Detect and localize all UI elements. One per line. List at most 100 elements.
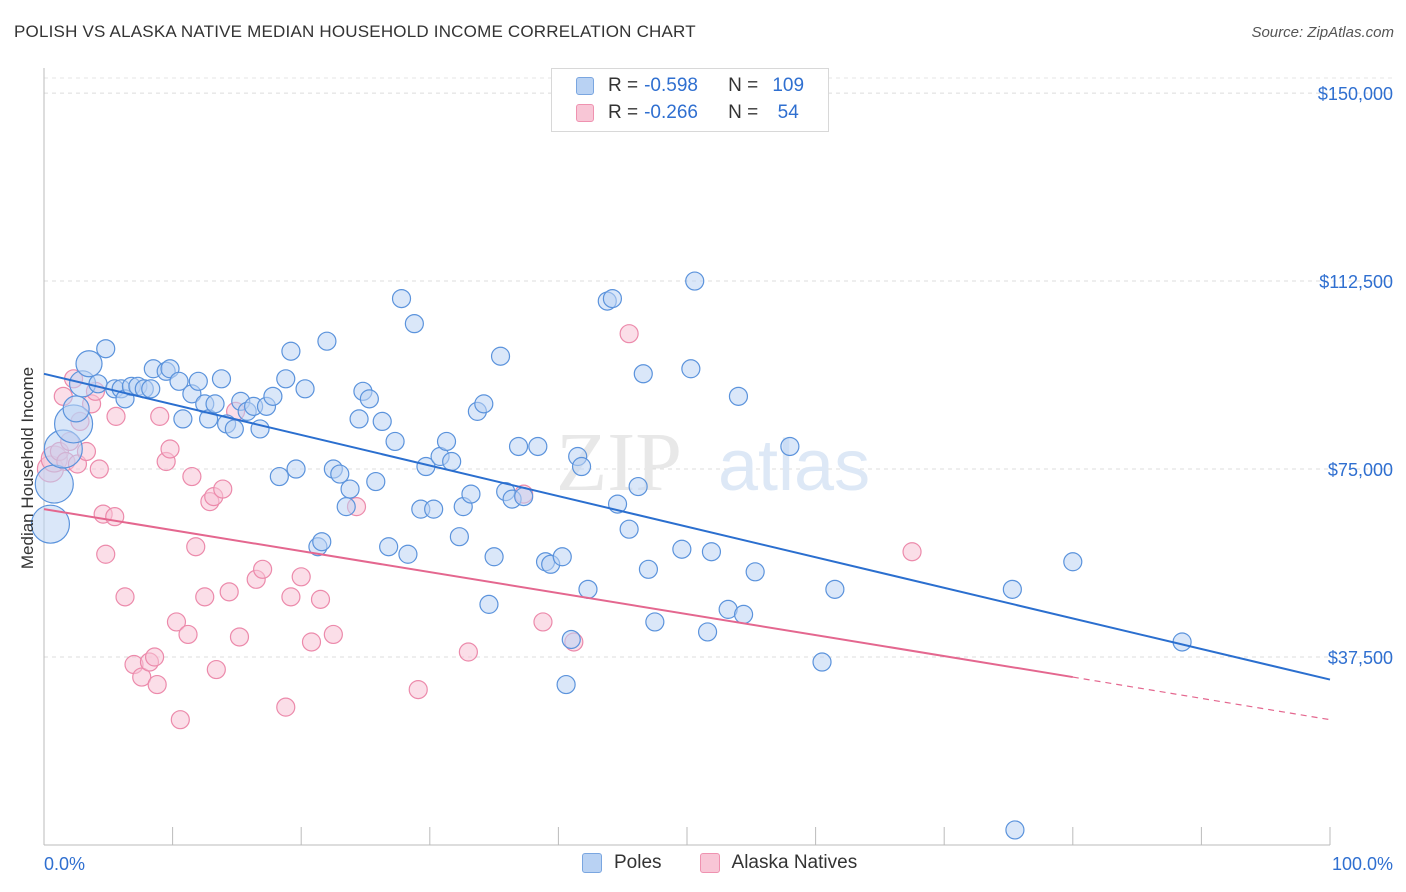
data-point [379,537,399,557]
data-point [166,612,187,632]
data-point [1005,820,1025,840]
data-point [229,627,250,647]
r-label: R = [608,75,639,96]
data-point [552,547,572,567]
data-point [349,409,369,429]
data-point [132,667,152,687]
series-alaska-natives [36,324,922,730]
data-point [310,589,331,609]
x-tick-label-min: 0.0% [44,854,85,874]
data-point [106,406,126,426]
data-point [685,271,705,291]
data-point [188,371,208,391]
data-point [317,331,337,351]
grid-lines [44,77,1395,658]
legend-item-alaska-natives[interactable]: Alaska Natives [699,852,857,874]
data-point [359,389,379,409]
data-point [250,419,270,439]
data-point [408,679,428,700]
data-point [301,632,322,652]
data-point [211,369,232,389]
r-value-poles: -0.598 [644,75,698,96]
x-tick-label-max: 100.0% [1332,854,1393,874]
data-point [340,479,360,499]
data-point [424,499,444,519]
y-tick-label: $75,000 [1328,460,1393,480]
n-label: N = [728,75,759,96]
data-point [291,567,311,587]
data-point [205,394,225,414]
data-point [619,324,639,344]
data-point [224,419,244,439]
alaska-natives-swatch [576,104,594,122]
alaska-natives-legend-swatch [699,853,720,873]
data-point [404,314,424,334]
data-point [88,374,108,394]
data-point [628,476,648,497]
data-point [30,504,71,544]
poles-swatch [576,77,594,95]
tick-labels: $37,500 $75,000 $112,500 $150,000 0.0% 100.0% [44,84,1393,874]
poles-trend-line [43,372,1331,681]
data-point [75,350,103,378]
data-point [269,466,289,487]
data-point [96,544,116,564]
data-point [169,371,189,391]
r-value-alaska-natives: -0.266 [644,102,698,123]
data-point [372,411,392,432]
data-point [672,539,692,559]
data-point [442,451,462,472]
data-point [474,394,494,414]
y-tick-label: $150,000 [1318,84,1393,104]
data-point [458,642,478,662]
data-point [484,547,504,567]
data-point [34,464,74,504]
data-point [96,339,116,359]
data-point [556,674,576,695]
data-point [263,386,283,406]
data-point [461,484,481,504]
data-point [182,466,202,487]
data-point [195,587,215,607]
data-point [253,559,273,579]
chart-title: POLISH VS ALASKA NATIVE MEDIAN HOUSEHOLD… [14,22,696,41]
data-point [150,406,170,426]
data-point [276,697,296,717]
series-legend: Poles Alaska Natives [582,852,895,874]
data-point [436,431,457,452]
data-point [144,647,165,667]
data-point [170,710,190,730]
data-point [479,594,499,614]
legend-row-poles: R = -0.598 N = 109 [576,74,808,98]
data-point [701,542,722,562]
data-point [312,532,332,552]
data-point [89,459,109,479]
data-point [105,507,125,527]
data-point [697,622,718,642]
data-point [602,288,623,309]
poles-legend-label: Poles [614,852,662,873]
legend-row-alaska-natives: R = -0.266 N = 54 [576,101,808,125]
data-point [578,579,598,599]
y-tick-label: $37,500 [1328,648,1393,668]
alaska-natives-trend-line [43,508,1073,679]
y-tick-label: $112,500 [1319,272,1393,292]
data-point [902,542,922,562]
data-point [323,624,343,645]
correlation-legend: R = -0.598 N = 109 R = -0.266 N = 54 [551,68,829,132]
data-point [336,497,356,517]
data-point [366,471,386,492]
data-point [115,587,135,607]
data-point [561,629,581,650]
data-point [281,587,301,607]
data-point [281,341,301,361]
axes [43,68,1331,846]
data-point [1063,552,1083,572]
data-point [398,544,418,564]
data-point [213,479,233,499]
data-point [219,582,239,602]
legend-item-poles[interactable]: Poles [582,852,662,874]
series-poles [30,271,1192,840]
trend-lines [43,372,1331,721]
data-point [147,674,167,695]
